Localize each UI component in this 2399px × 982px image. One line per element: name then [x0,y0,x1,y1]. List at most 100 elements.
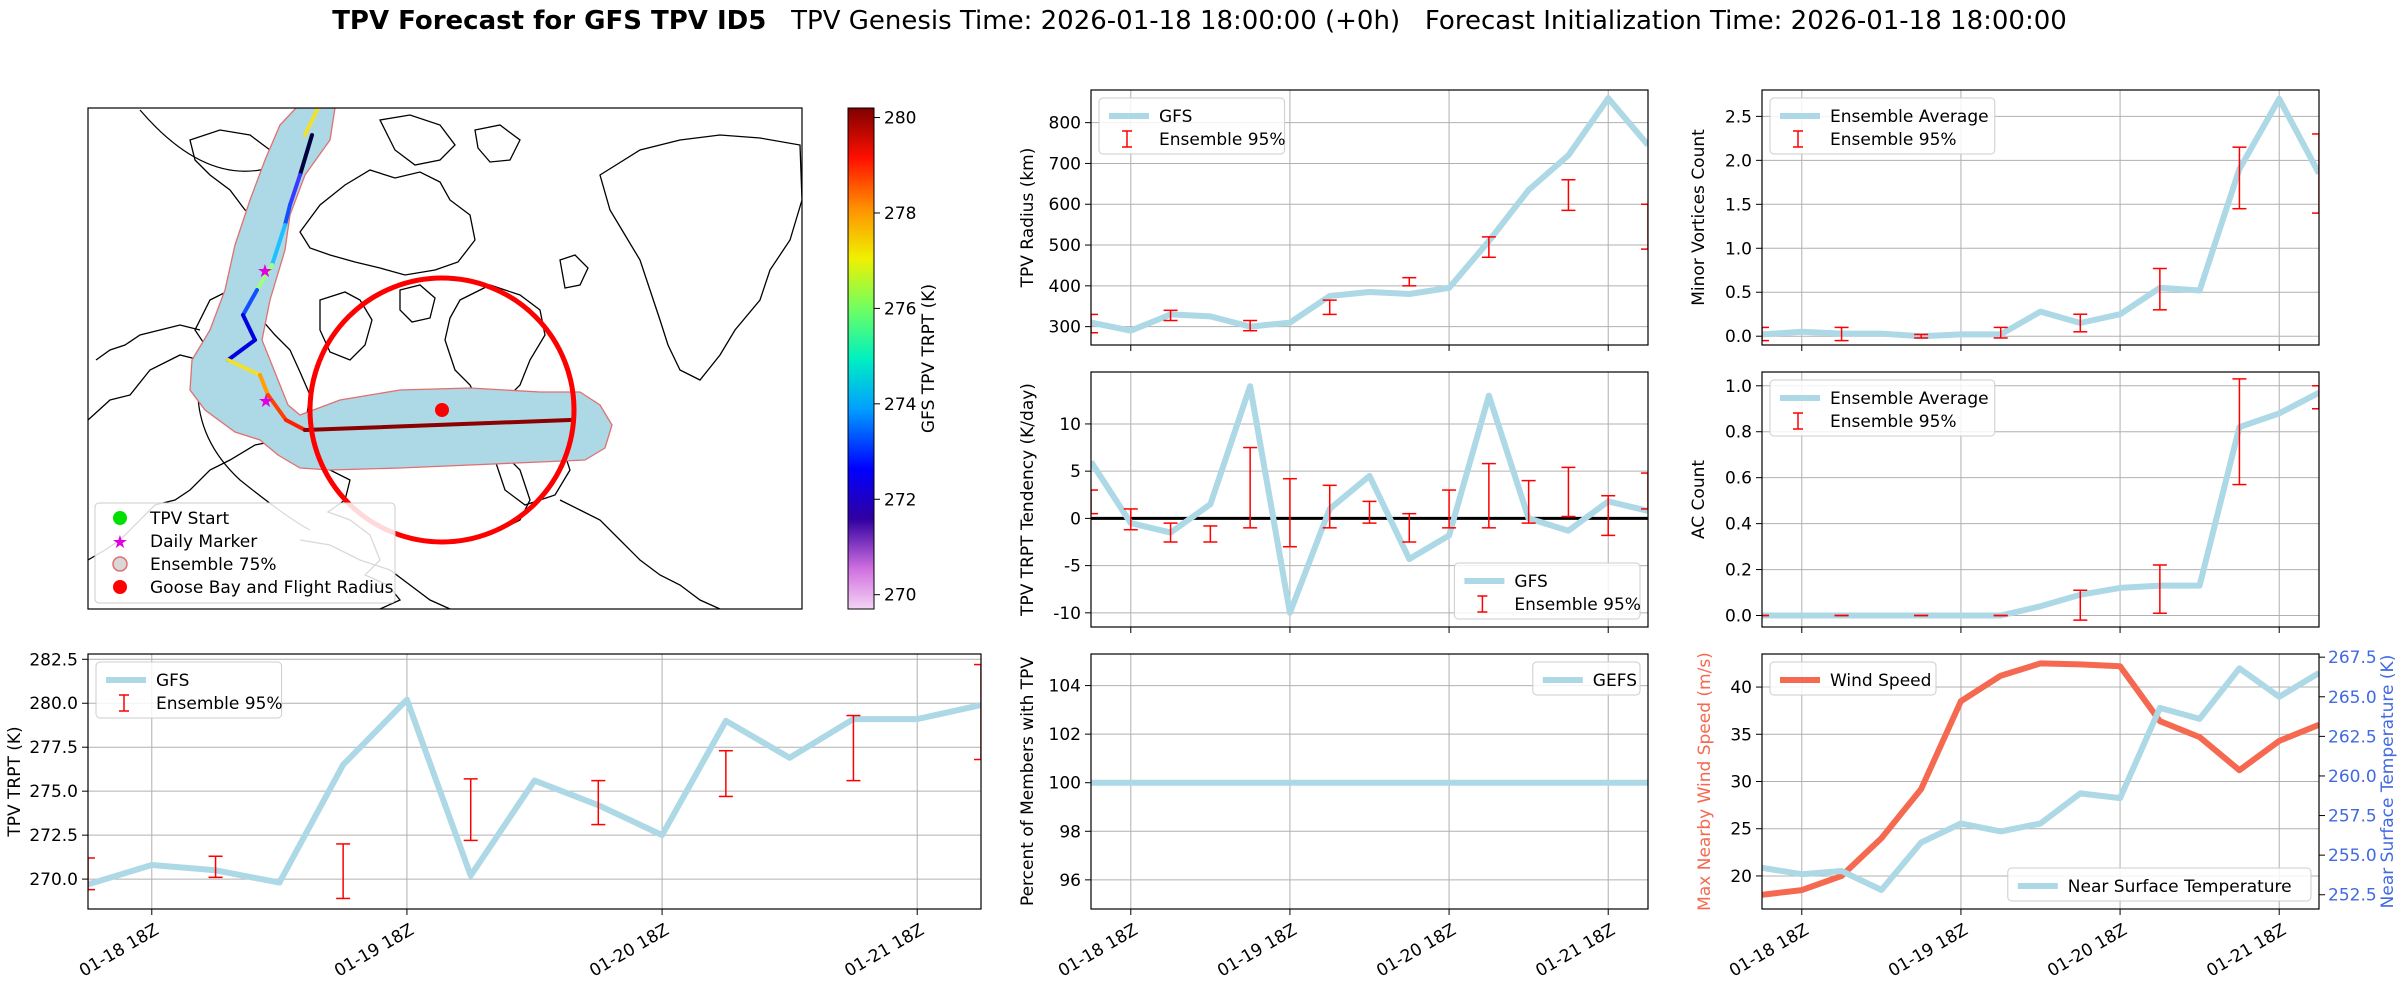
coastline [474,124,521,163]
minor_vortices-errorbar [2232,146,2247,210]
trpt_tendency-errorbar [1442,489,1457,529]
wind_temp-ytick-right-label: 265.0 [2328,688,2377,708]
map-legend: TPV Start ★ Daily Marker Ensemble 75% Goose … [94,502,396,604]
minor_vortices-legend-label: Ensemble Average [1830,107,1989,127]
ac_count-ytick-label: 0.8 [1725,423,1752,443]
tpv_radius-legend-label: GFS [1159,107,1192,127]
coastline [559,254,589,289]
coastline [319,291,373,361]
tpv_trpt-errorbar [463,778,478,842]
tpv_trpt-ytick-label: 272.5 [29,826,78,846]
percent_members-legend: GEFS [1532,661,1641,696]
trpt_tendency-errorbar [1521,479,1536,524]
tpv_trpt-frame [87,653,982,910]
percent_members-panel: 96 98 100 102 104 Percent of Members with TPV… [1018,653,1649,981]
wind_temp-ytick-label: 25 [1730,820,1752,840]
track-segment [283,203,292,227]
tpv_trpt-ytick-label: 270.0 [29,870,78,890]
tpv_trpt-errorbar [208,855,223,879]
ac_count-panel: 0.0 0.2 0.4 0.6 0.8 1.0 AC Count Ensemble Avera… [1689,371,2320,633]
tpv_trpt-ytick-label: 275.0 [29,782,78,802]
tpv_trpt-ytick-label: 282.5 [29,650,78,670]
tpv_radius-ytick-label: 500 [1049,236,1081,256]
tpv_trpt-xtick-label: 01-18 18Z [76,920,162,981]
wind_temp-ytick-right-label: 262.5 [2328,727,2377,747]
tpv_trpt-legend-label: GFS [156,671,189,691]
init-time: Forecast Initialization Time: 2026-01-18… [1424,6,2067,36]
tpv_trpt-errorbar [718,749,733,798]
wind_temp-series-near-surface-temperature [1762,665,2319,893]
legend-goose-bay-marker [113,580,127,594]
trpt_tendency-ytick-label: -10 [1053,604,1081,624]
ac_count-plot-area [1762,378,2319,621]
tpv_radius-plot-area [1091,95,1648,334]
wind_temp-ytick-label: 20 [1730,867,1752,887]
tpv_trpt-xtick-label: 01-19 18Z [331,920,417,981]
goose-bay-marker [435,403,449,417]
trpt_tendency-legend-label: GFS [1514,572,1547,592]
percent_members-xtick-label: 01-19 18Z [1214,920,1300,981]
daily-marker: ★ [257,261,273,282]
wind_temp-ytick-right-label: 255.0 [2328,846,2377,866]
tpv_trpt-xtick-label: 01-21 18Z [841,920,927,981]
tpv_radius-errorbar [1091,313,1098,334]
minor_vortices-frame [1761,89,2320,346]
track-segment [226,358,262,377]
percent_members-xtick-label: 01-21 18Z [1532,920,1618,981]
trpt_tendency-errorbar [1282,477,1297,548]
track-segment [241,313,257,342]
map-frame [87,107,803,610]
tpv_radius-errorbar [1641,203,1648,250]
map-legend-label: TPV Start [149,509,230,529]
ac_count-ylabel: AC Count [1689,460,1709,539]
ac_count-ytick-label: 0.0 [1725,607,1752,627]
colorbar-tick-label: 276 [884,299,916,319]
coastline [599,134,802,381]
minor_vortices-errorbar [2312,133,2319,214]
ac_count-ytick-label: 1.0 [1725,377,1752,397]
tpv_radius-legend: GFS Ensemble 95% [1098,97,1286,155]
tpv_radius-errorbar [1322,299,1337,316]
trpt_tendency-errorbar [1402,512,1417,543]
trpt_tendency-plot-area [1091,383,1648,616]
coastline [299,169,476,276]
minor_vortices-legend: Ensemble Average Ensemble 95% [1769,97,1996,155]
minor_vortices-ytick-label: 0.5 [1725,283,1752,303]
wind_temp-ytick-right-label: 252.5 [2328,886,2377,906]
trpt_tendency-errorbar [1123,508,1138,531]
legend-start-marker [113,511,127,525]
coastline [379,114,456,166]
tpv_radius-ytick-label: 300 [1049,318,1081,338]
percent_members-legend-label: GEFS [1593,671,1637,691]
colorbar-tick-label: 274 [884,395,916,415]
tpv_radius-errorbar [1561,179,1576,212]
trpt_tendency-errorbar [1481,462,1496,529]
track-segment [255,263,274,292]
wind_temp-plot-area [1762,660,2319,898]
tpv_radius-legend-label: Ensemble 95% [1159,130,1286,150]
trpt_tendency-errorbar [1203,525,1218,543]
colorbar-tick-label: 272 [884,490,916,510]
coastline [559,499,721,609]
percent_members-ytick-label: 98 [1059,822,1081,842]
tpv_trpt-errorbar [591,779,606,826]
minor_vortices-ytick-label: 1.0 [1725,239,1752,259]
tpv_radius-errorbar [1243,319,1258,332]
legend-ensemble-marker [112,556,128,572]
wind_temp-ytick-label: 30 [1730,773,1752,793]
minor_vortices-plot-area [1762,95,2319,342]
percent_members-ylabel: Percent of Members with TPV [1018,657,1038,906]
ac_count-errorbar [2073,589,2088,621]
trpt_tendency-ytick-label: 10 [1059,415,1081,435]
track-segment [298,133,314,177]
trpt_tendency-ytick-label: 0 [1070,509,1081,529]
minor_vortices-ylabel: Minor Vortices Count [1689,129,1709,306]
minor_vortices-ytick-label: 2.0 [1725,151,1752,171]
wind_temp-legend-label: Wind Speed [1830,671,1931,691]
tpv_radius-panel: 300 400 500 600 700 800 TPV Radius (km) GFS Ense… [1018,89,1649,351]
tpv_trpt-errorbar [88,857,95,891]
map-legend-label: Ensemble 75% [150,555,277,575]
track-segment [303,418,572,432]
tpv_radius-frame [1090,89,1649,346]
colorbar-label: GFS TPV TRPT (K) [919,284,939,433]
